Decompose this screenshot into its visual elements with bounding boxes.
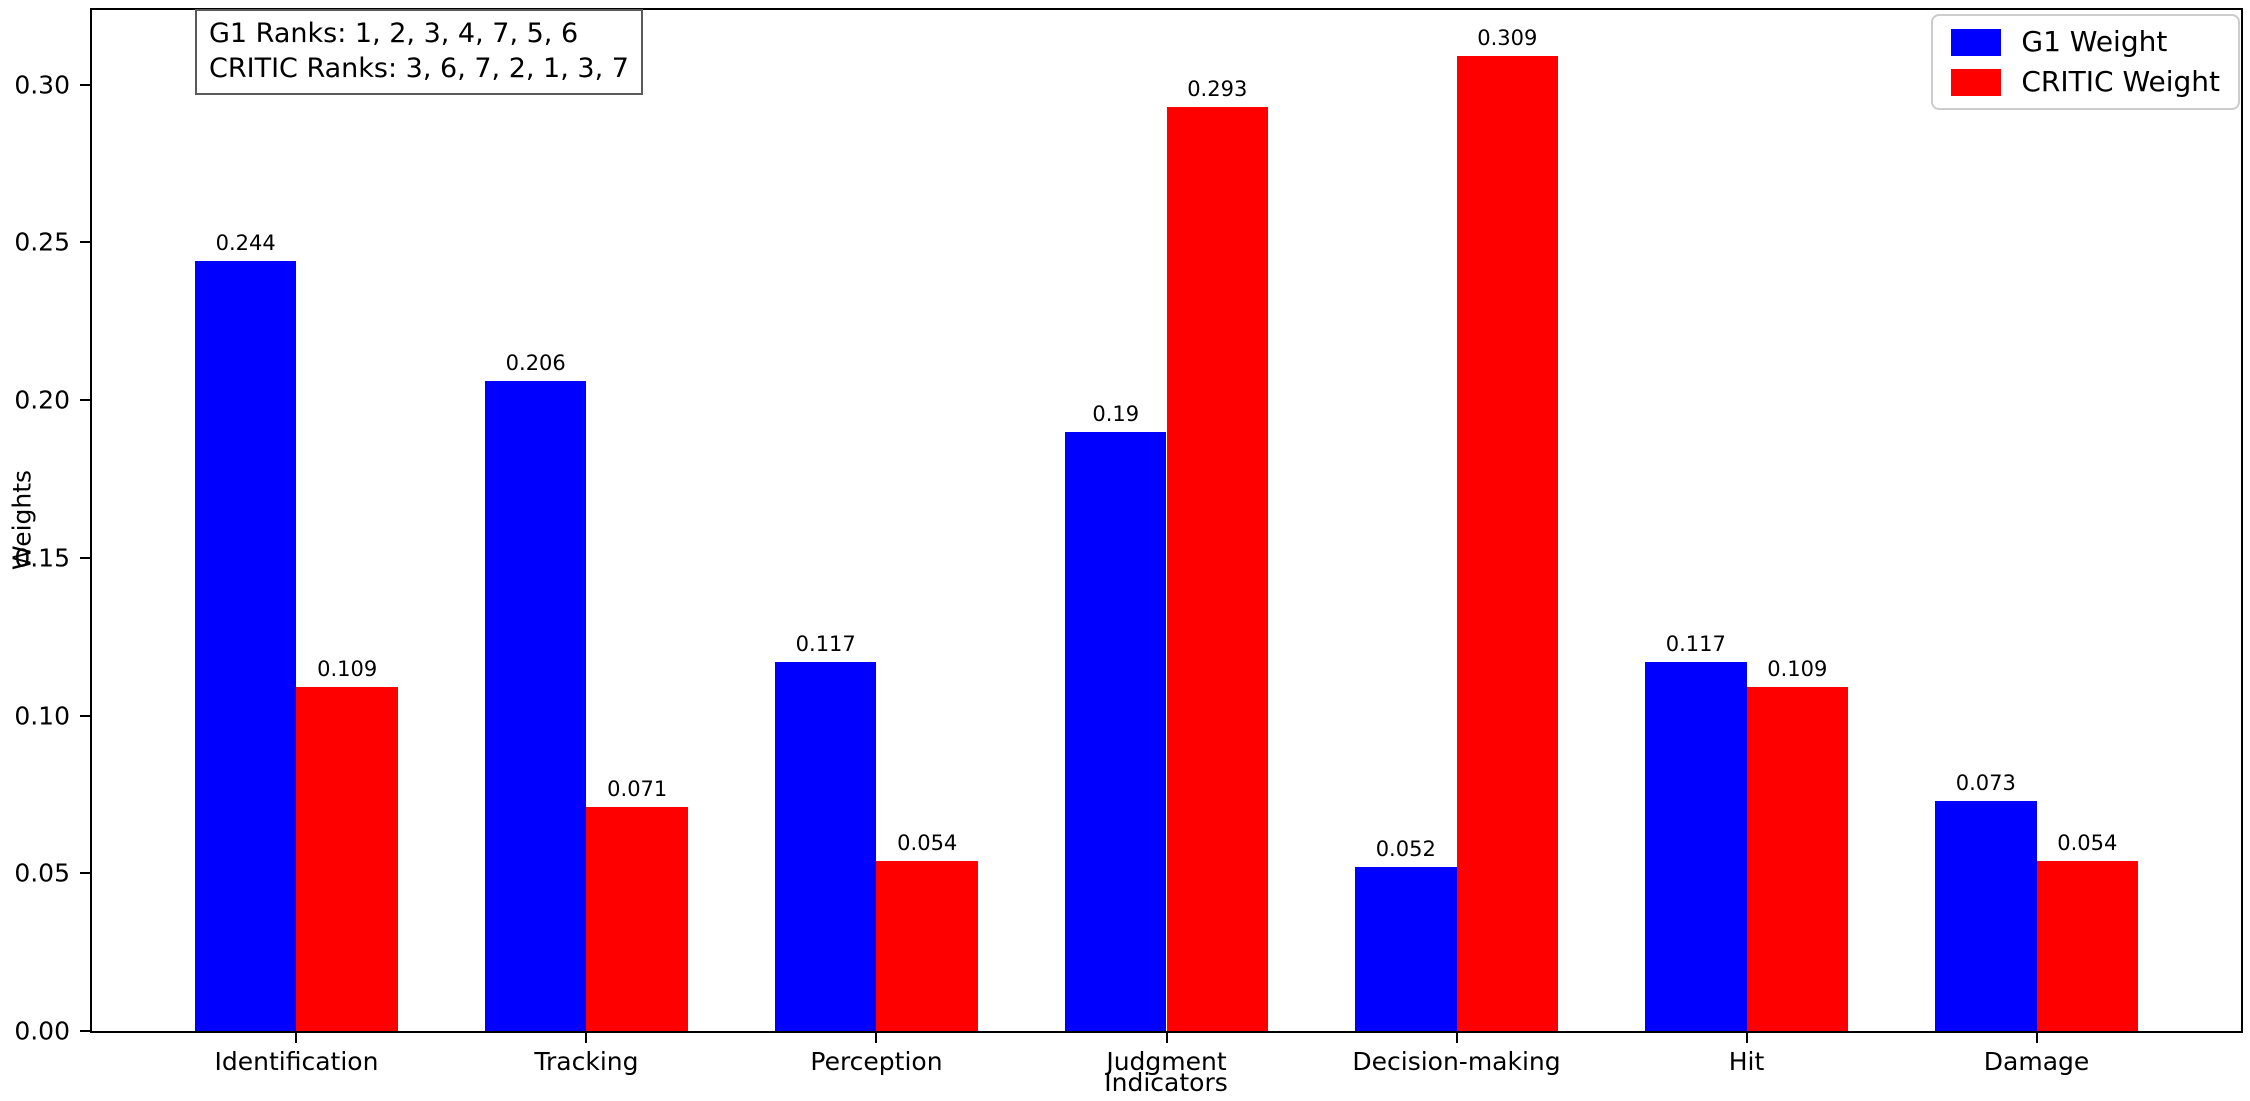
y-tick-label-0.00: 0.00: [14, 1016, 70, 1046]
x-tick-mark: [1745, 1033, 1748, 1043]
x-tick-label-judgment: Judgment: [1106, 1047, 1227, 1076]
bar-value-label: 0.109: [317, 657, 378, 682]
y-tick-mark: [80, 714, 90, 717]
x-tick-mark: [295, 1033, 298, 1043]
legend: G1 Weight CRITIC Weight: [1931, 14, 2240, 110]
annotation-line-critic-ranks: CRITIC Ranks: 3, 6, 7, 2, 1, 3, 7: [209, 53, 629, 84]
bar-value-label: 0.054: [2057, 830, 2118, 855]
bar-value-label: 0.054: [897, 830, 958, 855]
x-tick-label-identification: Identification: [214, 1047, 379, 1076]
legend-item-critic-weight: CRITIC Weight: [1951, 68, 2220, 96]
y-tick-label-0.30: 0.30: [14, 70, 70, 100]
bar-value-label: 0.117: [1665, 631, 1726, 656]
bar-g1-perception: [774, 661, 877, 1031]
legend-label: G1 Weight: [2021, 25, 2168, 58]
bar-value-label: 0.052: [1375, 836, 1436, 861]
x-tick-label-perception: Perception: [810, 1047, 943, 1076]
bar-value-label: 0.206: [505, 351, 566, 376]
bar-value-label: 0.19: [1092, 401, 1140, 426]
y-tick-label-0.15: 0.15: [14, 543, 70, 573]
plot-area: 0.244 0.109 Identification 0.206 0.071 Tracki…: [14, 8, 2243, 1074]
bar-g1-identification: [194, 261, 297, 1031]
bar-g1-judgment: [1064, 431, 1167, 1031]
legend-swatch-icon: [1951, 68, 2002, 96]
x-tick-mark: [1165, 1033, 1168, 1043]
bar-g1-decision-making: [1355, 866, 1457, 1031]
bar-value-label: 0.244: [215, 231, 276, 256]
y-tick-mark: [80, 872, 90, 875]
bar-value-label: 0.293: [1187, 76, 1248, 101]
bar-critic-judgment: [1166, 106, 1268, 1031]
y-tick-label-0.10: 0.10: [14, 701, 70, 731]
bar-critic-perception: [876, 860, 978, 1031]
y-tick-label-0.20: 0.20: [14, 385, 70, 415]
bar-value-label: 0.071: [607, 777, 668, 802]
x-tick-label-hit: Hit: [1728, 1047, 1765, 1076]
x-tick-label-tracking: Tracking: [534, 1047, 639, 1076]
x-tick-label-damage: Damage: [1983, 1047, 2090, 1076]
bar-critic-tracking: [586, 807, 688, 1031]
y-tick-label-0.25: 0.25: [14, 227, 70, 257]
x-tick-label-decision-making: Decision-making: [1352, 1047, 1561, 1076]
bar-critic-hit: [1746, 687, 1849, 1031]
bar-value-label: 0.109: [1767, 657, 1828, 682]
bar-g1-damage: [1935, 800, 2037, 1031]
y-tick-mark: [80, 1030, 90, 1032]
annotation-box: G1 Ranks: 1, 2, 3, 4, 7, 5, 6 CRITIC Ran…: [195, 9, 643, 95]
x-tick-mark: [1455, 1033, 1458, 1043]
x-tick-mark: [585, 1033, 588, 1043]
bar-value-label: 0.073: [1955, 770, 2016, 795]
bar-g1-tracking: [484, 381, 587, 1031]
x-tick-mark: [875, 1033, 878, 1043]
y-tick-label-0.05: 0.05: [14, 858, 70, 888]
y-tick-mark: [80, 241, 90, 244]
bar-value-label: 0.117: [795, 631, 856, 656]
y-tick-mark: [80, 556, 90, 559]
bar-value-label: 0.309: [1477, 26, 1538, 51]
y-tick-mark: [80, 399, 90, 402]
legend-label: CRITIC Weight: [2021, 65, 2220, 98]
bar-critic-identification: [296, 687, 398, 1031]
bar-critic-decision-making: [1456, 56, 1558, 1031]
bar-g1-hit: [1645, 661, 1747, 1031]
x-axis-label: Indicators: [1104, 1068, 1228, 1097]
y-tick-mark: [80, 83, 90, 86]
annotation-line-g1-ranks: G1 Ranks: 1, 2, 3, 4, 7, 5, 6: [209, 18, 579, 49]
bar-critic-damage: [2036, 860, 2139, 1031]
legend-item-g1-weight: G1 Weight: [1951, 28, 2220, 56]
x-tick-mark: [2035, 1033, 2038, 1043]
legend-swatch-icon: [1951, 28, 2002, 56]
